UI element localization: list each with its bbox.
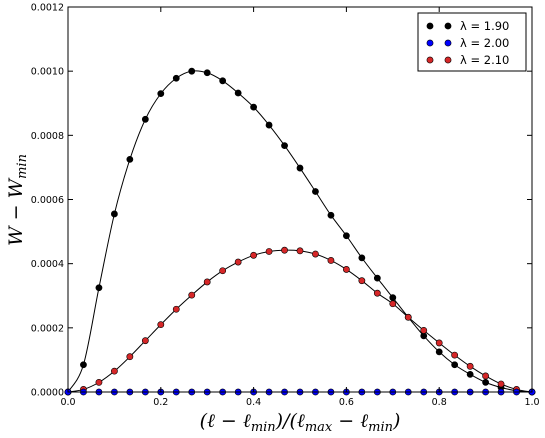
y-tick-label: 0.0010 [31,67,64,78]
series-2-point [111,367,118,375]
series-2-point [188,291,196,299]
series-0-point [435,348,443,356]
series-2-point [404,313,412,321]
series-0-point [312,188,319,195]
series-0-point [95,284,103,292]
series-0-point [188,67,196,75]
series-0-point [157,90,165,98]
series-2-point [95,378,103,386]
series-0-point [219,77,227,85]
x-tick-label: 0.8 [432,397,447,408]
series-2-point [219,267,227,275]
series-0-point [281,142,288,149]
y-tick-label: 0.0006 [31,195,64,206]
series-0-point [373,274,381,282]
legend-marker [426,56,434,64]
legend: λ = 1.90 λ = 2.00 λ = 2.10 [417,12,527,72]
series-2-point [358,277,366,285]
series-0-point [172,74,180,82]
x-tick-label: 0.2 [153,397,168,408]
series-0-point [203,69,211,77]
series-0-point [327,211,335,219]
series-0-point [80,361,87,369]
series-2-point [126,353,134,361]
legend-marker [444,39,452,47]
series-2-point [234,258,242,266]
series-2-point [482,372,489,380]
series-2-point [327,257,335,264]
series-2-point [312,250,319,258]
series-0-point [234,89,242,97]
legend-label: λ = 2.00 [460,36,509,50]
x-axis-label: (ℓ − ℓmin)/(ℓmax − ℓmin) [200,410,401,435]
series-2-point [157,321,165,329]
series-0-point [111,210,118,218]
series-2-point [373,289,381,297]
series-0-point [358,254,366,262]
plot-area [64,67,536,396]
y-axis-label: W − Wmin [5,154,30,246]
series-0-point [265,121,273,129]
x-tick-label: 0.4 [246,397,261,408]
x-tick-label: 0.6 [339,397,354,408]
series-0-point [296,164,304,172]
series-0-point [342,232,350,240]
series-2-point [389,300,397,308]
y-tick-label: 0.0004 [31,259,64,270]
series-2-point [203,278,211,286]
series-0-point [141,115,149,123]
series-0-point [250,103,257,111]
series-0-point [482,378,489,386]
series-2-point [451,351,459,359]
x-tick-label: 0.0 [60,397,75,408]
legend-marker [444,22,452,30]
y-tick-label: 0.0002 [31,323,64,334]
series-2-point [435,339,443,347]
y-tick-label: 0.0012 [31,3,64,14]
series-2-point [172,305,180,313]
series-0-point [126,155,134,163]
legend-marker [426,22,434,30]
axes: 0.0 0.2 0.4 0.6 0.8 1.0 0.0000 0.0002 0.0004 0.00… [31,3,540,409]
series-2-point [296,247,304,255]
series-2-point [420,326,428,334]
series-2-point [141,337,149,345]
series-2-point [281,246,288,254]
series-2-point [342,266,350,273]
legend-label: λ = 2.10 [460,53,509,67]
legend-label: λ = 1.90 [460,19,509,33]
series-2-point [466,362,474,370]
series-0-point [451,361,459,369]
series-0-point [389,294,397,302]
y-tick-label: 0.0000 [31,388,64,399]
series-2-point [250,251,257,259]
series-2-point [265,248,273,255]
x-tick-label: 1.0 [524,397,539,408]
legend-box [417,12,527,72]
legend-marker [444,56,452,64]
series-2-point [497,380,505,388]
series-0-point [466,370,474,378]
y-tick-label: 0.0008 [31,131,64,142]
legend-marker [426,39,434,47]
